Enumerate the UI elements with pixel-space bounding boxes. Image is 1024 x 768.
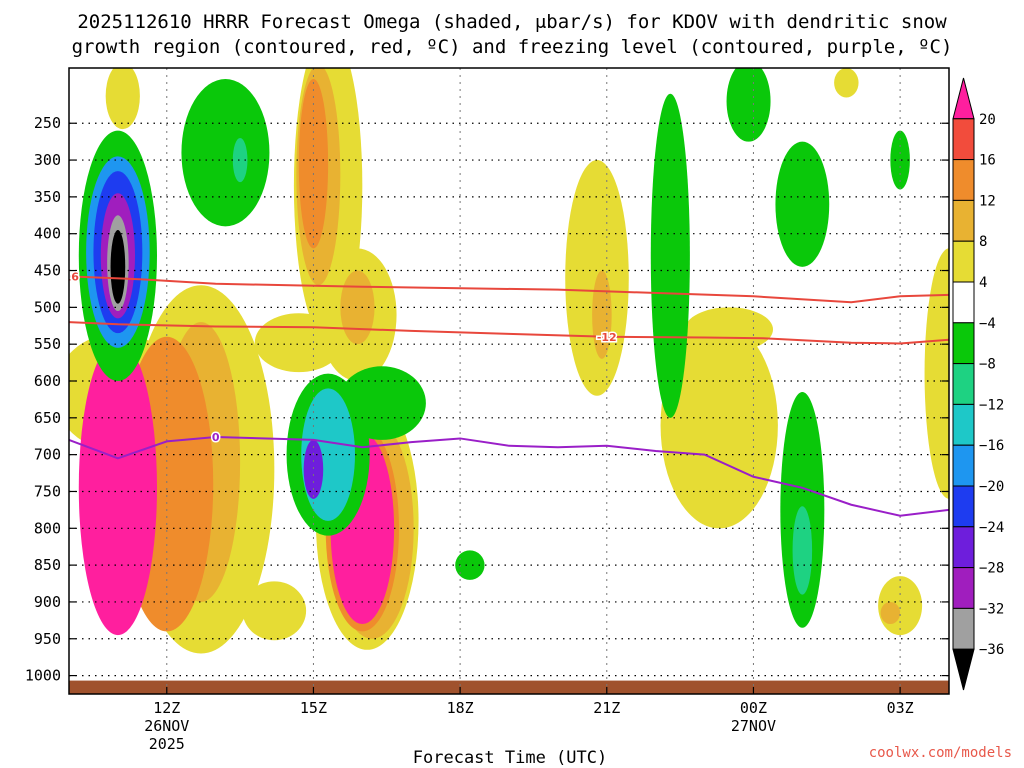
y-tick-label-850: 850 <box>34 556 61 574</box>
omega-region-31 <box>775 141 830 267</box>
x-axis-label: Forecast Time (UTC) <box>413 748 607 768</box>
colorbar-swatch-7 <box>952 363 975 405</box>
colorbar-label-5: −4 <box>979 316 996 332</box>
omega-region-28 <box>337 366 426 440</box>
plot-area: -16 -12 0 <box>59 68 949 694</box>
colorbar-label-2: 12 <box>979 193 996 209</box>
x-tick-year-12Z: 2025 <box>149 735 185 753</box>
omega-region-25 <box>181 79 270 227</box>
omega-region-13 <box>924 248 949 499</box>
colorbar-label-8: −16 <box>979 438 1004 454</box>
omega-region-20 <box>298 79 329 249</box>
y-tick-label-400: 400 <box>34 225 61 243</box>
omega-region-29 <box>650 93 690 418</box>
colorbar: 20 16 12 8 4 −4 −8 −12 −16 −20 −24 −28 −32 −36 <box>952 77 1004 691</box>
x-tick-label-15Z: 15Z <box>300 699 327 717</box>
x-tick-label-21Z: 21Z <box>593 699 620 717</box>
colorbar-label-11: −28 <box>979 561 1004 577</box>
omega-region-23 <box>78 340 157 636</box>
omega-region-35 <box>232 137 248 183</box>
y-tick-label-900: 900 <box>34 593 61 611</box>
omega-region-30 <box>726 68 771 142</box>
chart-title-line2: growth region (contoured, red, ºC) and f… <box>72 36 953 58</box>
x-tick-label-18Z: 18Z <box>447 699 474 717</box>
omega-region-11 <box>834 68 859 98</box>
colorbar-swatch-8 <box>952 403 975 446</box>
y-tick-label-300: 300 <box>34 151 61 169</box>
contour-dgz-minus-16 <box>69 275 949 304</box>
y-tick-label-600: 600 <box>34 372 61 390</box>
colorbar-swatch-bottom <box>952 648 975 691</box>
omega-region-43 <box>110 230 126 304</box>
colorbar-swatch-top <box>952 77 975 120</box>
colorbar-swatch-4 <box>952 240 975 283</box>
omega-region-0 <box>105 68 140 130</box>
y-tick-label-500: 500 <box>34 298 61 316</box>
omega-region-40 <box>303 439 324 499</box>
colorbar-label-12: −32 <box>979 601 1004 617</box>
omega-region-3 <box>242 581 307 641</box>
x-tick-date-12Z: 26NOV <box>144 717 189 735</box>
colorbar-label-10: −24 <box>979 520 1004 536</box>
contour-dgz-minus-12 <box>69 321 949 345</box>
y-tick-label-350: 350 <box>34 188 61 206</box>
x-tick-label-03Z: 03Z <box>887 699 914 717</box>
colorbar-swatch-12 <box>952 567 975 609</box>
ground-strip <box>69 680 949 694</box>
credit-link[interactable]: coolwx.com/models <box>869 745 1012 761</box>
omega-region-6 <box>254 313 343 373</box>
colorbar-label-3: 8 <box>979 234 987 250</box>
colorbar-label-4: 4 <box>979 275 987 291</box>
omega-region-36 <box>792 506 813 595</box>
colorbar-swatch-3 <box>952 199 975 242</box>
contour-freezing-level-0 <box>69 435 949 517</box>
omega-region-15 <box>340 270 375 345</box>
colorbar-swatch-2 <box>952 159 975 201</box>
y-tick-label-800: 800 <box>34 519 61 537</box>
y-tick-label-950: 950 <box>34 630 61 648</box>
x-tick-date-00Z: 27NOV <box>731 717 776 735</box>
contour-label-freezing-level-0: 0 <box>212 431 220 444</box>
y-tick-label-1000: 1000 <box>25 667 61 685</box>
colorbar-swatch-1 <box>952 118 975 161</box>
contour-label-dgz-minus-12: -12 <box>597 331 617 344</box>
colorbar-swatch-13 <box>952 607 975 650</box>
colorbar-swatch-10 <box>952 485 975 528</box>
y-tick-label-650: 650 <box>34 409 61 427</box>
colorbar-label-1: 16 <box>979 153 996 169</box>
colorbar-swatch-6 <box>952 322 975 365</box>
x-tick-label-00Z: 00Z <box>740 699 767 717</box>
colorbar-label-9: −20 <box>979 479 1004 495</box>
colorbar-swatch-11 <box>952 526 975 569</box>
omega-region-34 <box>455 550 485 580</box>
colorbar-label-6: −8 <box>979 357 996 373</box>
colorbar-swatch-5 <box>952 281 975 324</box>
omega-region-10 <box>685 307 773 352</box>
y-tick-label-450: 450 <box>34 262 61 280</box>
y-tick-label-700: 700 <box>34 446 61 464</box>
y-tick-label-750: 750 <box>34 482 61 500</box>
x-tick-label-12Z: 12Z <box>153 699 180 717</box>
omega-region-9 <box>660 322 778 529</box>
omega-region-19 <box>880 601 901 625</box>
axes: 250 300 350 400 450 500 550 600 650 700 750 800 850 9… <box>25 67 950 753</box>
colorbar-label-13: −36 <box>979 642 1004 658</box>
colorbar-label-0: 20 <box>979 112 996 128</box>
chart-title-line1: 2025112610 HRRR Forecast Omega (shaded, … <box>77 11 947 33</box>
colorbar-swatch-9 <box>952 444 975 487</box>
colorbar-label-7: −12 <box>979 397 1004 413</box>
omega-region-18 <box>592 270 612 359</box>
contour-label-dgz-minus-16: -16 <box>59 270 79 283</box>
y-tick-label-250: 250 <box>34 114 61 132</box>
y-tick-label-550: 550 <box>34 335 61 353</box>
